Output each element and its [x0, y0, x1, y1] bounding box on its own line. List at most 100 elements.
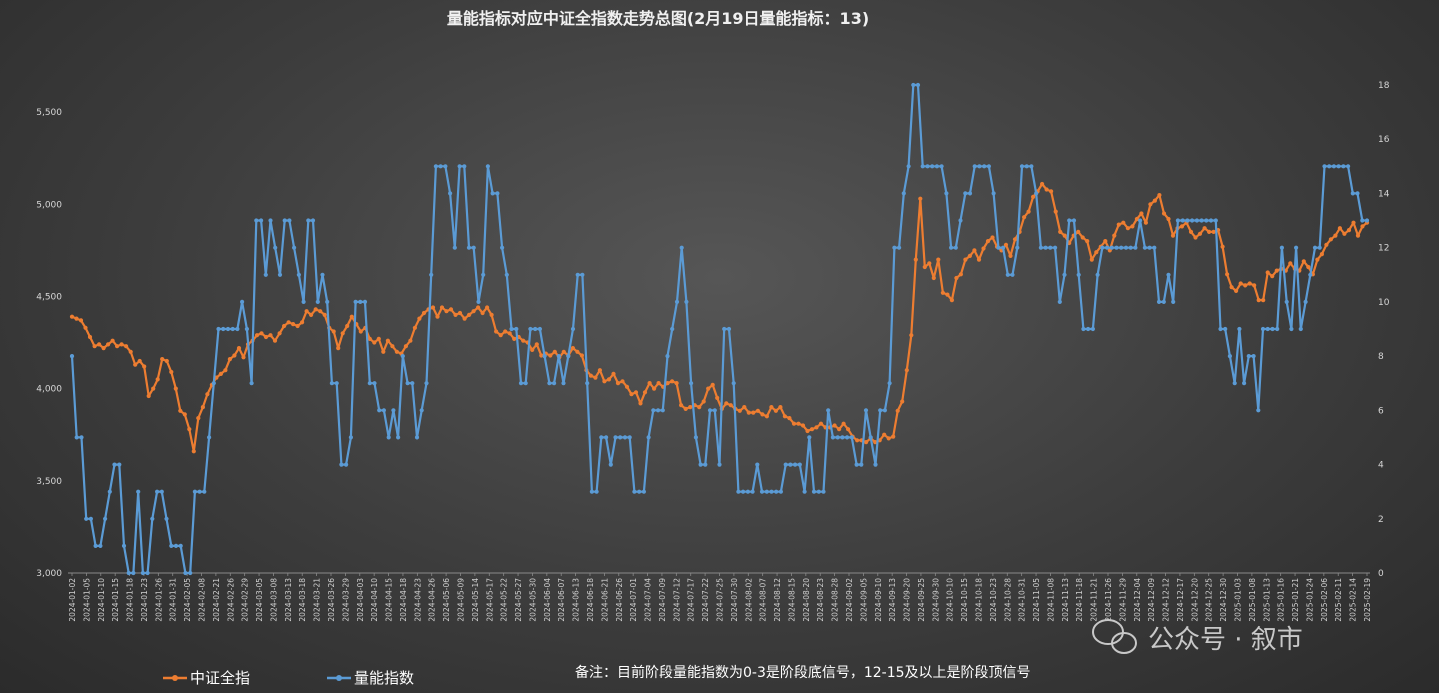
volume-indicator-point: [197, 489, 202, 494]
volume-indicator-point: [915, 82, 921, 88]
csi-all-share-point: [570, 346, 576, 351]
volume-indicator-point: [159, 489, 164, 494]
x-tick-label: 2024-10-18: [975, 578, 984, 622]
x-tick-label: 2024-09-25: [917, 578, 926, 622]
x-tick-label: 2024-12-30: [1219, 578, 1228, 622]
x-tick-label: 2025-01-24: [1305, 578, 1314, 622]
csi-all-share-point: [958, 272, 964, 277]
csi-all-share-point: [972, 248, 977, 253]
csi-all-share-point: [78, 318, 84, 323]
csi-all-share-point: [241, 355, 246, 360]
csi-all-share-point: [764, 414, 770, 419]
csi-all-share-point: [124, 344, 129, 349]
csi-all-share-point: [800, 423, 806, 428]
volume-indicator-point: [1005, 272, 1010, 277]
csi-all-share-point: [191, 449, 196, 454]
csi-all-share-point: [670, 379, 675, 384]
csi-all-share-point: [701, 399, 706, 404]
volume-indicator-point: [1090, 326, 1095, 332]
csi-all-share-point: [945, 292, 950, 297]
volume-indicator-point: [1223, 326, 1228, 332]
volume-indicator-point: [424, 381, 429, 386]
csi-all-share-point: [624, 384, 630, 389]
x-tick-label: 2024-09-10: [874, 578, 883, 622]
x-tick-label: 2024-01-18: [126, 578, 135, 622]
x-tick-label: 2024-07-04: [644, 578, 653, 622]
csi-all-share-point: [282, 323, 287, 329]
csi-all-share-point: [1355, 233, 1361, 238]
csi-all-share-point: [83, 325, 88, 330]
volume-indicator-point: [821, 489, 826, 494]
volume-indicator-point: [216, 326, 221, 332]
x-tick-label: 2024-11-08: [1046, 578, 1055, 622]
legend-item-volume: 量能指数: [327, 669, 414, 687]
volume-indicator-point: [103, 516, 108, 521]
csi-all-share-point: [1125, 226, 1130, 231]
csi-all-share-point: [706, 386, 711, 391]
right-tick-label: 12: [1378, 244, 1389, 254]
x-tick-label: 2024-09-30: [931, 578, 940, 622]
x-tick-label: 2024-11-21: [1090, 578, 1099, 622]
x-tick-label: 2024-06-18: [586, 578, 595, 622]
x-tick-label: 2024-05-27: [514, 578, 523, 622]
volume-indicator-point: [854, 462, 859, 467]
volume-indicator-point: [457, 164, 462, 169]
volume-indicator-point: [698, 462, 703, 467]
volume-indicator-point: [1265, 326, 1270, 332]
x-tick-label: 2024-06-26: [615, 578, 624, 622]
csi-all-share-point: [291, 322, 296, 327]
volume-indicator-point: [1152, 245, 1157, 250]
left-tick-label: 4,500: [36, 292, 62, 302]
volume-indicator-point: [485, 164, 490, 169]
volume-indicator-point: [202, 489, 207, 494]
x-tick-label: 2024-06-04: [543, 578, 552, 622]
volume-indicator-point: [689, 381, 694, 386]
legend-label-volume: 量能指数: [354, 669, 414, 687]
volume-indicator-point: [362, 299, 368, 304]
volume-indicator-point: [315, 299, 320, 304]
volume-indicator-point: [1360, 218, 1365, 223]
wechat-icon: [1092, 619, 1137, 654]
csi-all-share-point: [1324, 242, 1329, 247]
csi-all-share-point: [534, 342, 539, 347]
csi-all-share-point: [521, 338, 526, 343]
volume-indicator-point: [490, 191, 495, 196]
volume-indicator-point: [211, 381, 216, 386]
csi-all-share-point: [1008, 253, 1013, 258]
csi-all-share-point: [606, 377, 612, 382]
legend: 中证全指 量能指数: [163, 669, 414, 687]
volume-indicator-point: [221, 326, 226, 332]
volume-indicator-point: [1043, 245, 1048, 250]
volume-indicator-point: [892, 245, 897, 250]
volume-indicator-point: [958, 218, 963, 223]
volume-indicator-point: [1355, 191, 1360, 196]
volume-indicator-point: [443, 164, 448, 169]
csi-all-share-point: [629, 392, 634, 397]
volume-indicator-point: [329, 381, 334, 386]
volume-indicator-point: [268, 218, 273, 223]
csi-all-share-point: [1351, 220, 1356, 225]
volume-indicator-point: [155, 489, 160, 494]
csi-all-share-point: [272, 338, 278, 343]
csi-all-share-point: [642, 390, 648, 395]
volume-indicator-point: [1256, 408, 1261, 413]
csi-all-share-point: [87, 334, 93, 340]
x-tick-label: 2024-07-09: [658, 578, 667, 622]
left-tick-label: 5,000: [36, 200, 62, 210]
csi-all-share-point: [408, 338, 413, 343]
volume-indicator-point: [542, 354, 547, 359]
csi-all-share-point: [178, 408, 183, 413]
volume-indicator-point: [1294, 245, 1299, 250]
watermark: 公众号 · 叙市: [1092, 619, 1303, 655]
csi-all-share-point: [471, 309, 476, 314]
volume-indicator-point: [1029, 164, 1034, 169]
volume-indicator-point: [939, 164, 944, 169]
x-tick-label: 2024-11-29: [1118, 578, 1127, 622]
volume-indicator-point: [1166, 272, 1171, 277]
x-tick-label: 2024-11-13: [1061, 578, 1070, 622]
csi-all-share-point: [665, 381, 670, 386]
x-tick-label: 2024-01-02: [68, 578, 77, 622]
x-tick-label: 2024-10-28: [1003, 578, 1012, 622]
volume-indicator-point: [580, 272, 585, 277]
volume-indicator-point: [807, 435, 812, 440]
